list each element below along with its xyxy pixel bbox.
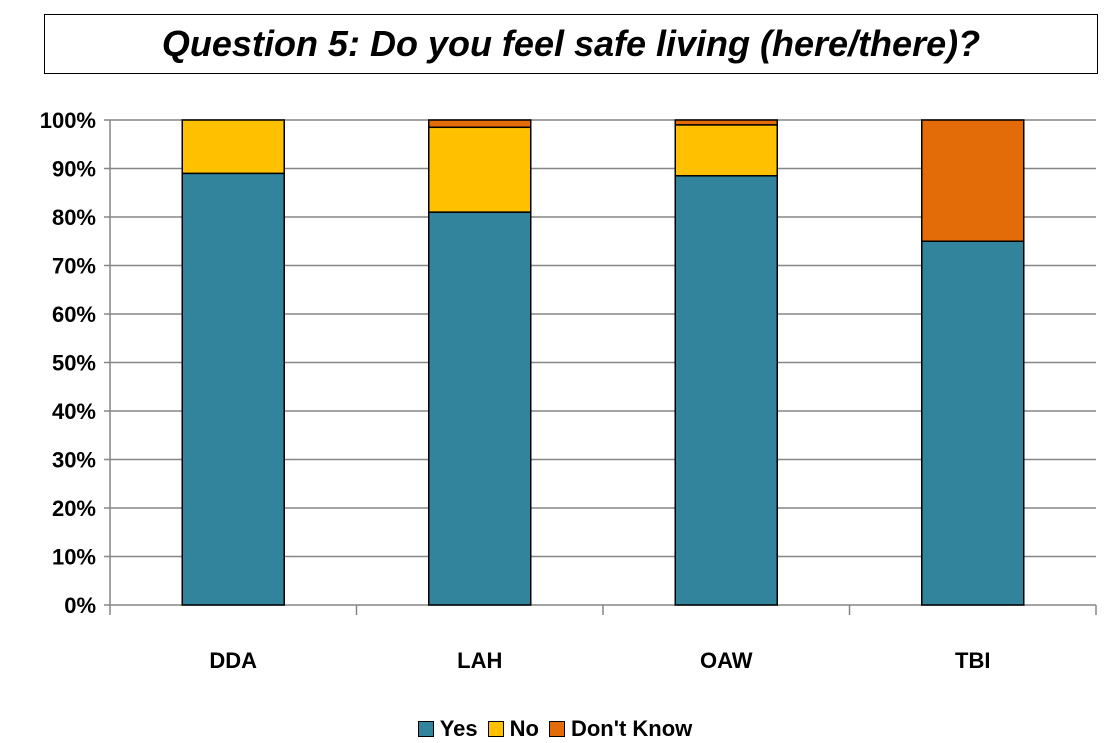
y-tick-label: 30% [52, 448, 96, 473]
bar-segment-yes-tbi [921, 240, 1025, 606]
legend: Yes No Don't Know [0, 716, 1110, 742]
y-tick-label: 70% [52, 254, 96, 279]
legend-label: Don't Know [570, 716, 693, 741]
y-tick-label: 40% [52, 399, 96, 424]
labels: 0% 10% 20% 30% 40% 50% 60% 70% 80% 90% 100% DDA LAH O… [40, 108, 991, 673]
legend-swatch [487, 721, 504, 737]
y-tick-label: 0% [64, 593, 96, 618]
x-category-label: LAH [457, 648, 502, 673]
chart-title: Question 5: Do you feel safe living (her… [161, 23, 981, 64]
x-category-label: TBI [955, 648, 990, 673]
y-tick-label: 100% [40, 108, 96, 133]
y-tick-label: 80% [52, 205, 96, 230]
legend-item: No [487, 716, 539, 742]
legend-item: Don't Know [548, 716, 693, 742]
bar-segment-yes-dda [181, 172, 285, 606]
legend-item: Yes [417, 716, 478, 742]
bar-segment-yes-lah [428, 211, 532, 606]
legend-label: No [509, 716, 539, 741]
x-category-label: DDA [209, 648, 257, 673]
bar-segment-no-dda [181, 119, 285, 175]
bar-segment-no-lah [428, 126, 532, 213]
bar-segment-yes-oaw [674, 175, 778, 606]
bars [181, 119, 1025, 606]
bar-segment-don-t-know-tbi [921, 119, 1025, 242]
y-tick-label: 10% [52, 545, 96, 570]
bar-segment-no-oaw [674, 124, 778, 177]
y-tick-label: 60% [52, 302, 96, 327]
y-tick-label: 20% [52, 496, 96, 521]
legend-swatch [417, 721, 434, 737]
bar-segment-don-t-know-lah [428, 119, 532, 129]
chart-title-box: Question 5: Do you feel safe living (her… [44, 14, 1098, 74]
y-tick-label: 50% [52, 351, 96, 376]
bar-segment-don-t-know-oaw [674, 119, 778, 126]
x-category-label: OAW [700, 648, 753, 673]
legend-swatch [548, 721, 565, 737]
stacked-bar-chart: 0% 10% 20% 30% 40% 50% 60% 70% 80% 90% 100% DDA LAH O… [40, 108, 1097, 673]
legend-label: Yes [439, 716, 478, 741]
y-tick-label: 90% [52, 157, 96, 182]
